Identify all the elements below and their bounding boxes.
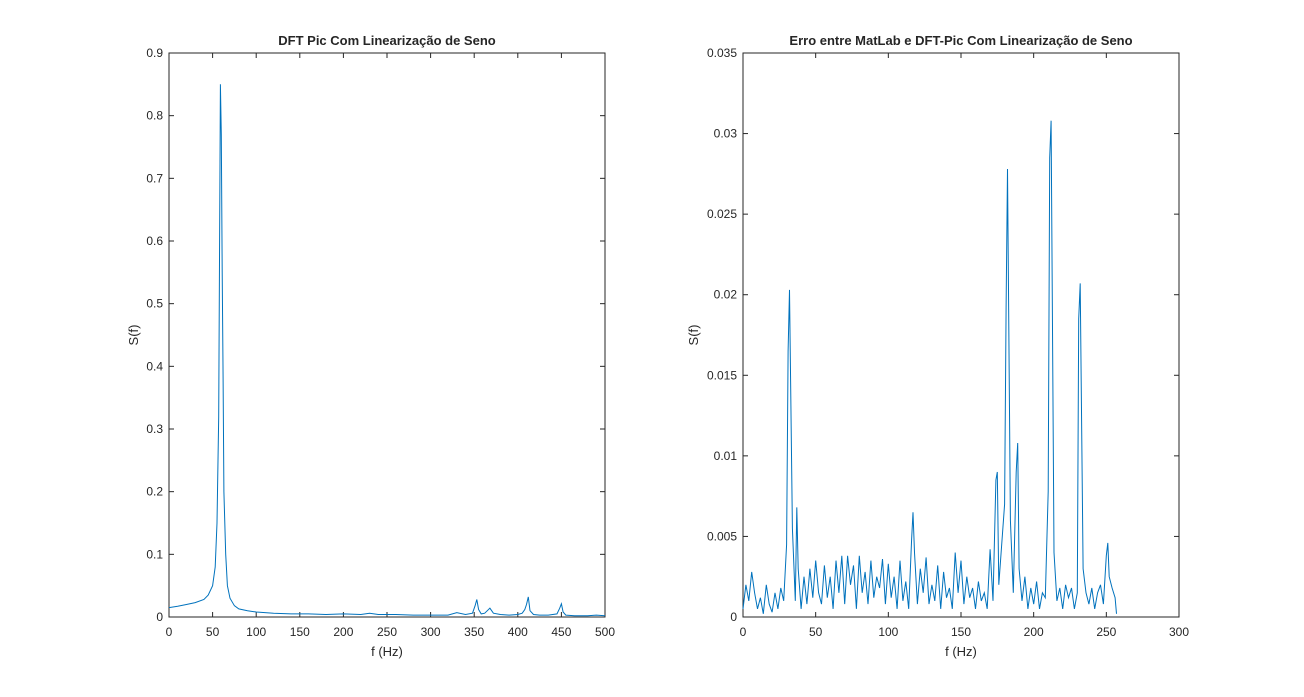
x-tick-label: 150 bbox=[951, 625, 971, 639]
y-tick-label: 0.3 bbox=[146, 422, 163, 436]
y-tick-label: 0.015 bbox=[707, 368, 737, 382]
y-tick-label: 0.6 bbox=[146, 234, 163, 248]
x-tick-label: 0 bbox=[166, 625, 173, 639]
y-tick-label: 0 bbox=[156, 610, 163, 624]
y-axis-label-left: S(f) bbox=[126, 325, 141, 346]
y-tick-label: 0.7 bbox=[146, 171, 163, 185]
x-tick-label: 300 bbox=[1169, 625, 1189, 639]
y-tick-label: 0.03 bbox=[714, 127, 738, 141]
x-tick-label: 250 bbox=[1096, 625, 1116, 639]
y-tick-label: 0.8 bbox=[146, 109, 163, 123]
data-line-right bbox=[742, 120, 1117, 614]
x-tick-label: 200 bbox=[333, 625, 353, 639]
x-tick-label: 50 bbox=[809, 625, 823, 639]
x-ticks-left: 0 50 100 150 200 250 300 350 400 450 500 bbox=[166, 53, 615, 639]
x-tick-label: 150 bbox=[290, 625, 310, 639]
x-axis-label-left: f (Hz) bbox=[371, 644, 403, 659]
y-tick-label: 0.9 bbox=[146, 46, 163, 60]
x-tick-label: 100 bbox=[246, 625, 266, 639]
y-tick-label: 0.02 bbox=[714, 288, 738, 302]
x-tick-label: 50 bbox=[206, 625, 220, 639]
plot-area-left bbox=[168, 52, 606, 618]
x-tick-label: 250 bbox=[377, 625, 397, 639]
x-tick-label: 300 bbox=[421, 625, 441, 639]
y-tick-label: 0.4 bbox=[146, 359, 163, 373]
x-axis-label-right: f (Hz) bbox=[945, 644, 977, 659]
y-tick-label: 0 bbox=[730, 610, 737, 624]
axes-right: Erro entre MatLab e DFT-Pic Com Lineariz… bbox=[686, 33, 1189, 659]
x-tick-label: 400 bbox=[508, 625, 528, 639]
data-line-left bbox=[168, 84, 606, 617]
x-tick-label: 450 bbox=[551, 625, 571, 639]
y-tick-label: 0.005 bbox=[707, 529, 737, 543]
x-tick-label: 350 bbox=[464, 625, 484, 639]
x-tick-label: 0 bbox=[740, 625, 747, 639]
x-tick-label: 100 bbox=[878, 625, 898, 639]
chart-title-right: Erro entre MatLab e DFT-Pic Com Lineariz… bbox=[789, 33, 1132, 48]
y-tick-label: 0.1 bbox=[146, 547, 163, 561]
y-tick-label: 0.01 bbox=[714, 449, 738, 463]
y-tick-label: 0.5 bbox=[146, 297, 163, 311]
y-tick-label: 0.2 bbox=[146, 485, 163, 499]
y-axis-label-right: S(f) bbox=[686, 325, 701, 346]
plot-area-right bbox=[742, 52, 1180, 618]
y-tick-label: 0.035 bbox=[707, 46, 737, 60]
y-ticks-left: 0 0.1 0.2 0.3 0.4 0.5 0.6 0.7 0.8 0.9 bbox=[146, 46, 605, 624]
y-ticks-right: 0 0.005 0.01 0.015 0.02 0.025 0.03 0.035 bbox=[707, 46, 1179, 624]
x-tick-label: 500 bbox=[595, 625, 615, 639]
axes-left: DFT Pic Com Linearização de Seno 0 50 100 1… bbox=[126, 33, 615, 659]
x-tick-label: 200 bbox=[1024, 625, 1044, 639]
x-ticks-right: 0 50 100 150 200 250 300 bbox=[740, 53, 1189, 639]
y-tick-label: 0.025 bbox=[707, 207, 737, 221]
chart-title-left: DFT Pic Com Linearização de Seno bbox=[278, 33, 495, 48]
